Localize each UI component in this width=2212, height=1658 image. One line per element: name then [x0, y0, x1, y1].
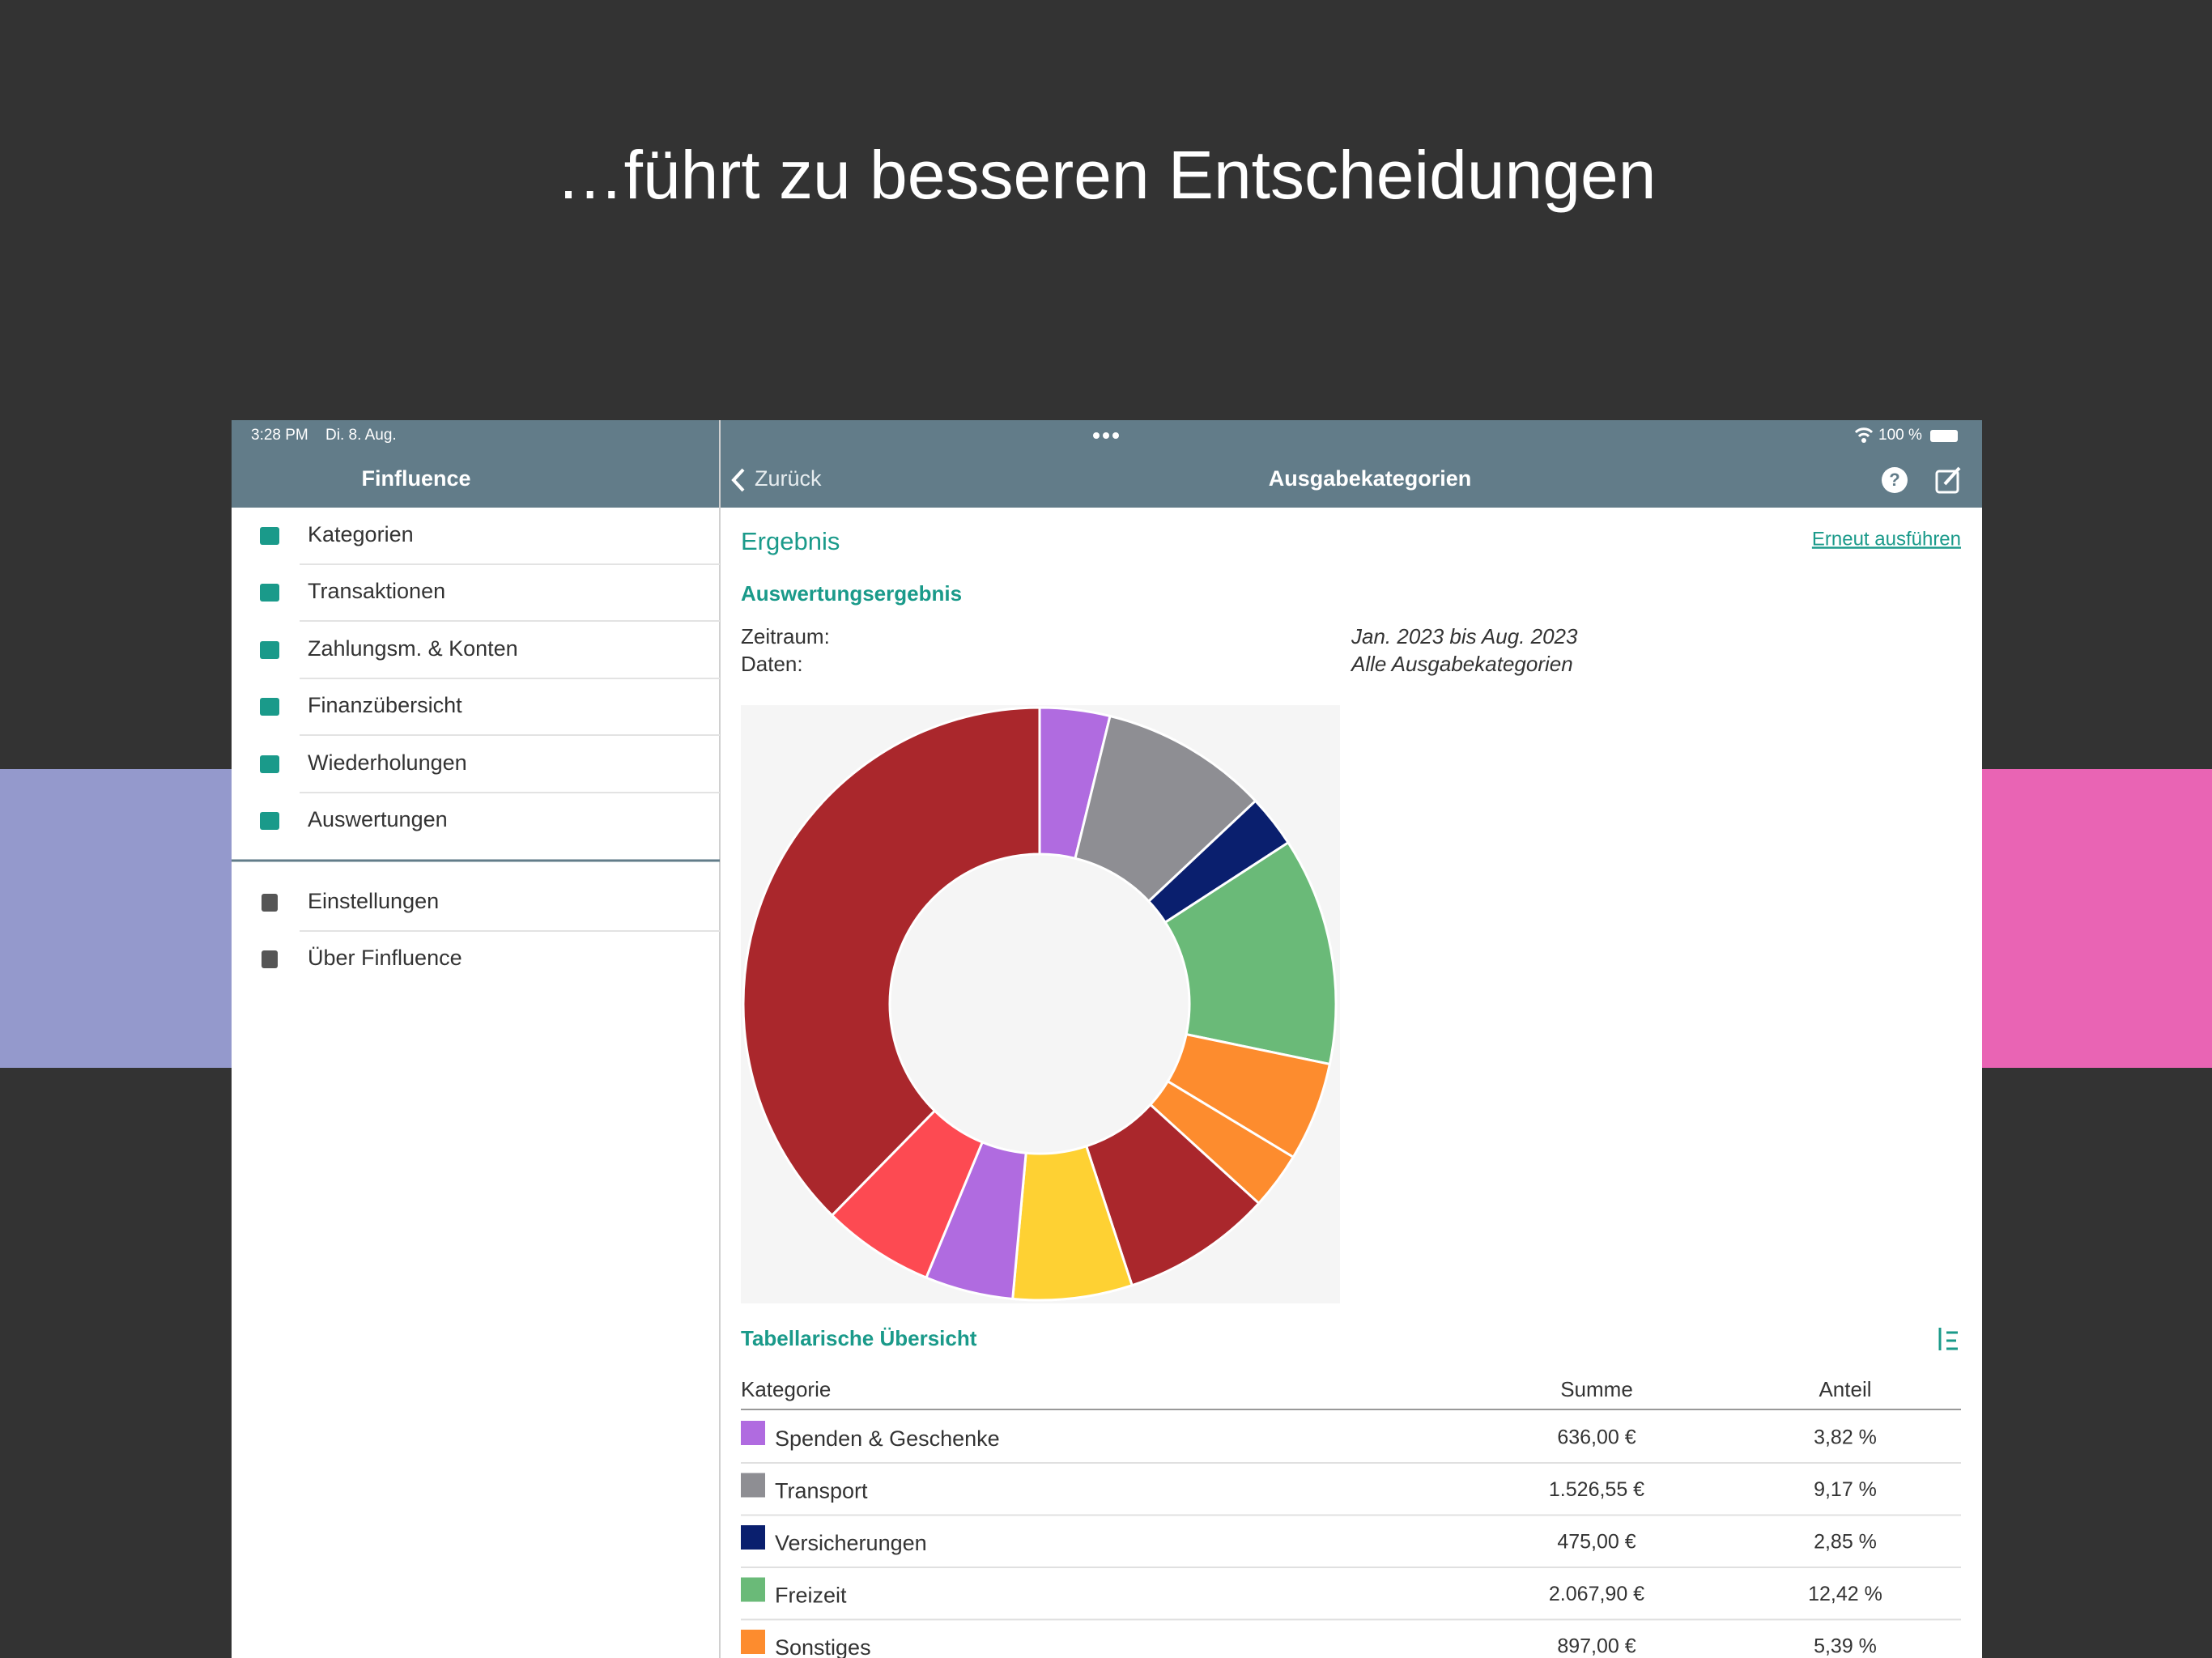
row-share: 12,42 % — [1808, 1583, 1882, 1605]
sidebar-row[interactable] — [232, 564, 720, 621]
row-name: Freizeit — [775, 1584, 847, 1608]
sidebar-icon — [260, 698, 279, 716]
edit-button[interactable] — [1935, 470, 1959, 494]
table-column-header: Anteil — [1819, 1377, 1871, 1401]
edit-pen — [1943, 466, 1961, 486]
sidebar-icon — [262, 950, 278, 968]
donut-segment — [1163, 840, 1338, 1066]
field-label: Daten: — [741, 652, 803, 676]
row-swatch — [741, 1421, 765, 1445]
table-title: Tabellarische Übersicht — [741, 1326, 977, 1350]
sidebar-title: Finfluence — [361, 466, 470, 491]
sidebar-icon — [260, 584, 279, 602]
sidebar-icon — [260, 527, 279, 545]
sidebar-icon — [260, 755, 279, 773]
rerun-link[interactable]: Erneut ausführen — [1812, 528, 1961, 550]
sidebar-icon — [262, 894, 278, 912]
row-sum: 475,00 € — [1557, 1531, 1636, 1554]
row-sum: 1.526,55 € — [1549, 1478, 1644, 1501]
sidebar-icon — [260, 812, 279, 830]
row-swatch — [741, 1525, 765, 1550]
sidebar-item: Kategorien — [308, 522, 414, 546]
row-sum: 2.067,90 € — [1549, 1583, 1644, 1605]
wifi-dot — [1861, 438, 1866, 443]
sidebar-row[interactable] — [232, 931, 720, 988]
row-share: 3,82 % — [1814, 1426, 1877, 1449]
field-value: Alle Ausgabekategorien — [1350, 652, 1573, 676]
row-sum: 897,00 € — [1557, 1635, 1636, 1658]
status-battery: 100 % — [1878, 427, 1922, 444]
field-label: Zeitraum: — [741, 624, 830, 648]
wifi-icon — [1854, 427, 1874, 438]
sidebar-item: Auswertungen — [308, 807, 448, 831]
sort-icon[interactable] — [1938, 1328, 1958, 1350]
help-button[interactable] — [1882, 467, 1908, 493]
row-share: 9,17 % — [1814, 1478, 1877, 1501]
table-column-header: Kategorie — [741, 1377, 831, 1401]
result-subheading: Auswertungsergebnis — [741, 581, 962, 606]
sidebar-item: Finanzübersicht — [308, 693, 462, 717]
sidebar-item: Wiederholungen — [308, 750, 467, 775]
row-name: Transport — [775, 1479, 868, 1503]
row-sum: 636,00 € — [1557, 1426, 1636, 1449]
sidebar-row[interactable] — [232, 508, 720, 564]
table-column-header: Summe — [1560, 1377, 1633, 1401]
back-chevron[interactable] — [731, 468, 745, 492]
sidebar-item: Transaktionen — [308, 579, 445, 603]
sidebar-row[interactable] — [232, 874, 720, 931]
row-name: Sonstiges — [775, 1635, 871, 1658]
sidebar-item: Einstellungen — [308, 889, 439, 913]
row-swatch — [741, 1473, 765, 1498]
row-share: 2,85 % — [1814, 1531, 1877, 1554]
row-share: 5,39 % — [1814, 1635, 1877, 1658]
result-heading: Ergebnis — [741, 527, 840, 555]
status-time: 3:28 PM — [251, 427, 308, 444]
sidebar-row[interactable] — [232, 678, 720, 735]
sidebar-icon — [260, 641, 279, 659]
sidebar-item: Zahlungsm. & Konten — [308, 636, 518, 661]
sidebar-row[interactable] — [232, 793, 720, 849]
donut-segment — [742, 706, 1041, 1218]
row-name: Spenden & Geschenke — [775, 1426, 1000, 1451]
back-button[interactable]: Zurück — [755, 466, 822, 491]
headline: …führt zu besseren Entscheidungen — [556, 137, 1657, 213]
battery-icon — [1930, 430, 1958, 442]
side-band-right — [1979, 769, 2212, 1068]
side-band-left — [0, 769, 235, 1068]
help-glyph: ? — [1889, 470, 1899, 490]
row-name: Versicherungen — [775, 1531, 927, 1555]
field-value: Jan. 2023 bis Aug. 2023 — [1351, 624, 1578, 648]
nav-title: Ausgabekategorien — [1269, 466, 1472, 491]
status-date: Di. 8. Aug. — [325, 427, 397, 444]
row-swatch — [741, 1630, 765, 1654]
sidebar-row[interactable] — [232, 736, 720, 793]
sidebar-item: Über Finfluence — [308, 946, 462, 970]
row-swatch — [741, 1577, 765, 1602]
multitask-dots — [1093, 432, 1119, 439]
